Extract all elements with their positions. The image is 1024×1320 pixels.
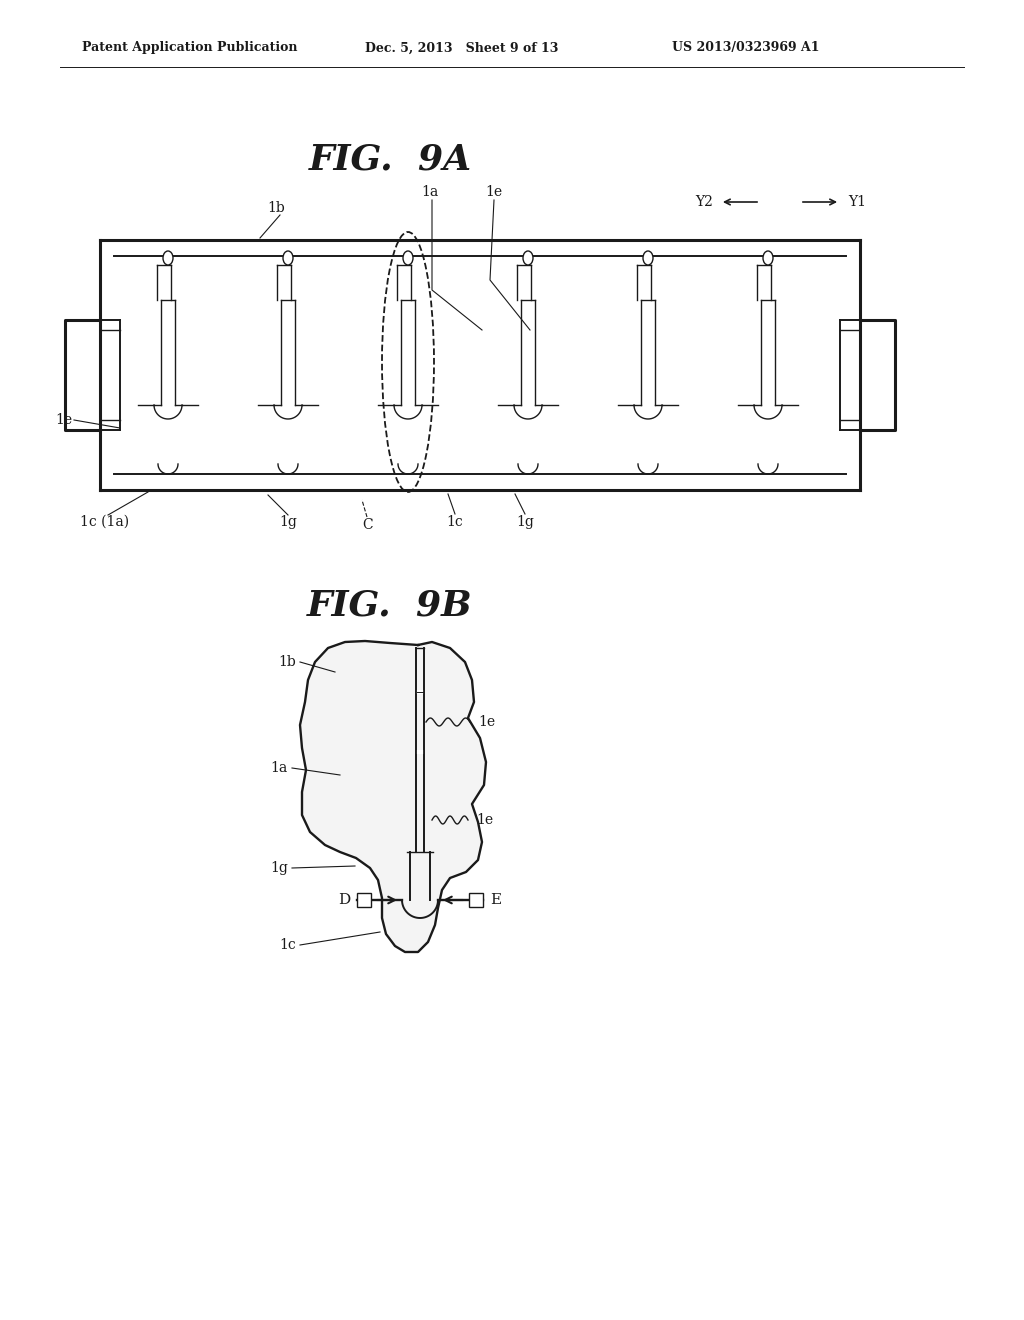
Bar: [357, 894, 371, 907]
Text: FIG.  9A: FIG. 9A: [308, 143, 472, 177]
Text: D: D: [338, 894, 350, 907]
Text: US 2013/0323969 A1: US 2013/0323969 A1: [672, 41, 819, 54]
Text: 1e: 1e: [476, 813, 494, 828]
Polygon shape: [300, 642, 486, 952]
Ellipse shape: [163, 251, 173, 265]
Ellipse shape: [643, 251, 653, 265]
Text: 1g: 1g: [270, 861, 288, 875]
Text: Y1: Y1: [848, 195, 866, 209]
Text: 1a: 1a: [421, 185, 438, 199]
Ellipse shape: [283, 251, 293, 265]
Text: 1b: 1b: [279, 655, 296, 669]
Text: Y2: Y2: [695, 195, 713, 209]
Text: 1g: 1g: [516, 515, 534, 529]
Text: FIG.  9B: FIG. 9B: [307, 587, 473, 622]
Text: 1c (1a): 1c (1a): [81, 515, 130, 529]
Text: Dec. 5, 2013   Sheet 9 of 13: Dec. 5, 2013 Sheet 9 of 13: [365, 41, 558, 54]
Text: E: E: [490, 894, 501, 907]
Ellipse shape: [763, 251, 773, 265]
Text: 1c: 1c: [446, 515, 464, 529]
Text: 1e: 1e: [478, 715, 496, 729]
Ellipse shape: [523, 251, 534, 265]
Text: 1b: 1b: [267, 201, 285, 215]
Text: C: C: [362, 517, 374, 532]
Text: Patent Application Publication: Patent Application Publication: [82, 41, 298, 54]
Bar: [469, 894, 483, 907]
Text: 1a: 1a: [270, 762, 288, 775]
Text: 1c: 1c: [280, 939, 296, 952]
Ellipse shape: [403, 251, 413, 265]
Text: 1g: 1g: [280, 515, 297, 529]
Text: 1e: 1e: [55, 413, 72, 426]
Text: 1e: 1e: [485, 185, 503, 199]
